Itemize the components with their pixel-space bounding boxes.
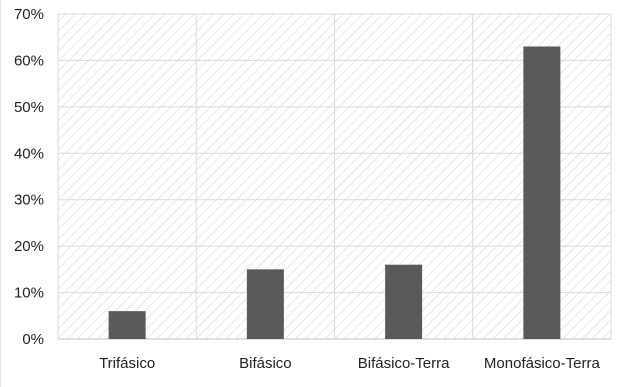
y-tick-label: 0% <box>22 331 44 348</box>
y-tick-label: 40% <box>14 145 44 162</box>
y-tick-label: 50% <box>14 99 44 116</box>
y-tick-label: 60% <box>14 52 44 69</box>
x-category-label: Monofásico-Terra <box>484 355 601 372</box>
bar-0 <box>108 311 146 339</box>
x-category-label: Bifásico-Terra <box>358 355 450 372</box>
bar-3 <box>523 46 561 339</box>
y-tick-label: 10% <box>14 285 44 302</box>
x-category-label: Bifásico <box>239 355 292 372</box>
x-category-label: Trifásico <box>99 355 155 372</box>
y-tick-label: 30% <box>14 192 44 209</box>
y-tick-label: 70% <box>14 6 44 23</box>
x-axis-labels: Trifásico Bifásico Bifásico-Terra Monofásic… <box>99 355 600 372</box>
y-tick-label: 20% <box>14 238 44 255</box>
bar-2 <box>385 264 423 339</box>
y-axis-ticks: 0% 10% 20% 30% 40% 50% 60% 70% <box>14 6 44 348</box>
gridlines <box>57 13 612 340</box>
left-border-line <box>0 0 1 387</box>
bars <box>108 46 561 339</box>
bar-1 <box>246 269 284 339</box>
